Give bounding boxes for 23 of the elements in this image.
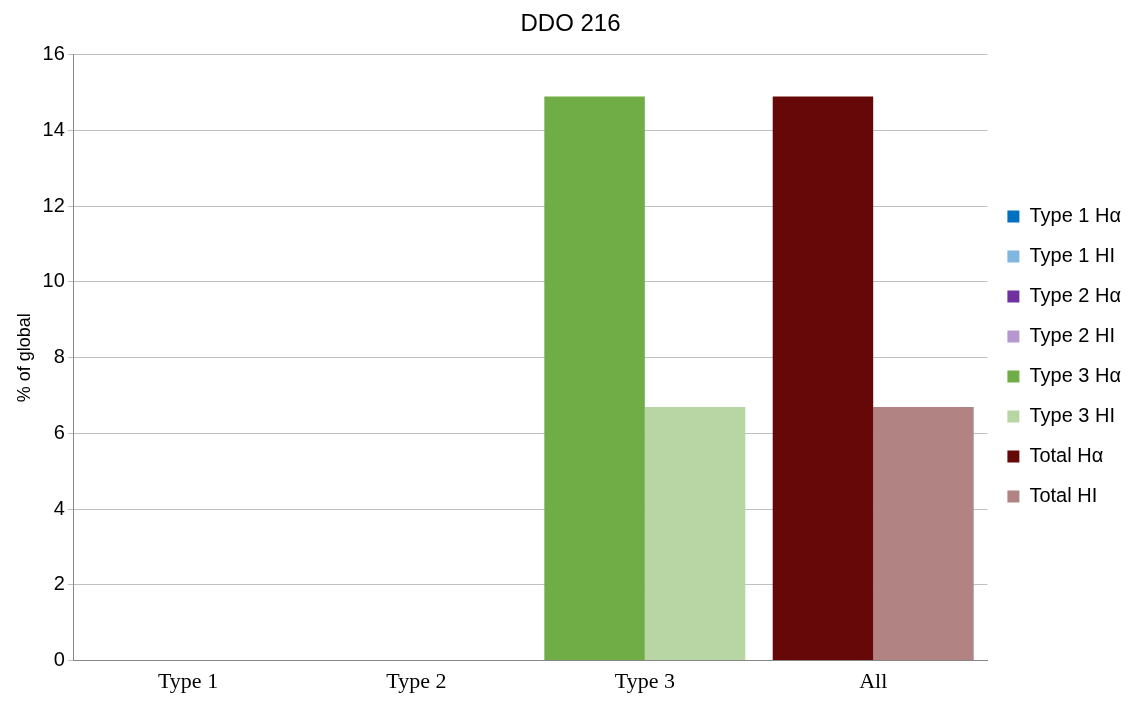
- legend-label: Type 3 HI: [1029, 404, 1116, 427]
- y-tick-label: 6: [53, 420, 65, 443]
- legend-label: Type 1 Hα: [1029, 204, 1122, 227]
- x-tick-label: Type 2: [386, 667, 447, 693]
- legend-label: Total Hα: [1029, 444, 1104, 467]
- y-tick-label: 14: [42, 118, 65, 141]
- chart-title: DDO 216: [520, 9, 621, 37]
- legend-label: Type 3 Hα: [1029, 364, 1122, 387]
- legend-label: Type 2 Hα: [1029, 284, 1122, 307]
- y-tick-label: 10: [42, 269, 65, 292]
- legend-label: Type 1 HI: [1029, 244, 1116, 267]
- legend-label: Type 2 HI: [1029, 324, 1116, 347]
- legend-label: Total HI: [1029, 484, 1098, 507]
- y-tick-label: 12: [42, 193, 65, 216]
- x-tick-label: Type 3: [614, 667, 675, 693]
- y-tick-label: 4: [53, 496, 65, 519]
- y-tick-label: 2: [53, 572, 65, 595]
- x-tick-label: Type 1: [157, 667, 219, 693]
- y-tick-label: 0: [53, 648, 65, 671]
- y-axis-title: % of global: [13, 313, 34, 403]
- y-tick-label: 16: [42, 42, 65, 65]
- y-tick-label: 8: [53, 345, 65, 368]
- x-tick-label: All: [859, 667, 888, 693]
